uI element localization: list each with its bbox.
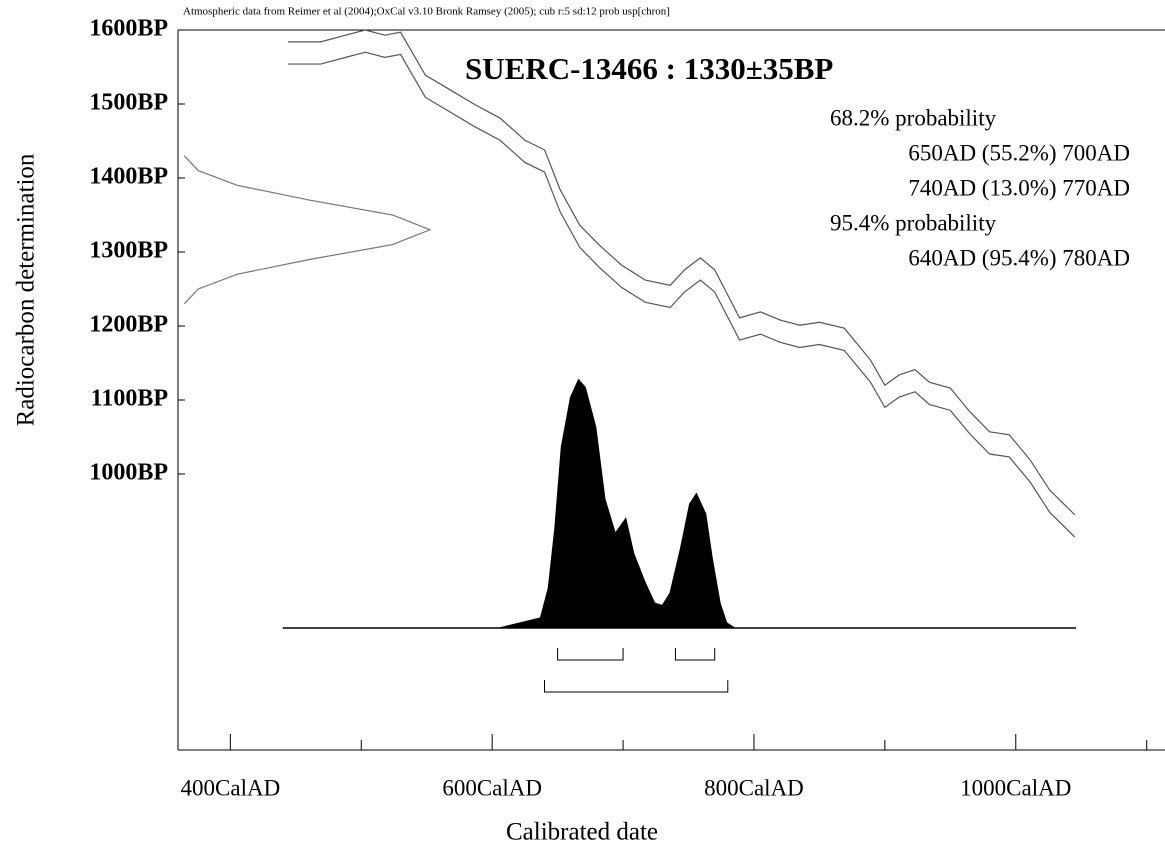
range-heading: 68.2% probability	[830, 105, 997, 130]
x-tick-label: 1000CalAD	[960, 775, 1071, 800]
range-text: 640AD (95.4%) 780AD	[908, 245, 1130, 270]
y-tick-label: 1600BP	[89, 16, 168, 42]
posterior-distribution	[282, 378, 1076, 629]
chart-note: Atmospheric data from Reimer et al (2004…	[183, 6, 670, 18]
calibration-curve	[287, 51, 1076, 538]
x-axis-label: Calibrated date	[506, 819, 658, 846]
y-tick-label: 1100BP	[91, 385, 168, 411]
y-tick-label: 1400BP	[89, 163, 168, 189]
y-tick-label: 1500BP	[89, 89, 168, 115]
range-text: 650AD (55.2%) 700AD	[908, 140, 1130, 165]
measurement-distribution	[183, 155, 432, 305]
x-tick-label: 400CalAD	[181, 775, 281, 800]
y-tick-label: 1300BP	[89, 237, 168, 263]
y-tick-label: 1000BP	[89, 459, 168, 485]
y-axis-label: Radiocarbon determination	[13, 153, 40, 426]
x-tick-label: 800CalAD	[704, 775, 804, 800]
range-text: 740AD (13.0%) 770AD	[908, 175, 1130, 200]
chart-title: SUERC-13466 : 1330±35BP	[465, 51, 833, 86]
range-bracket	[674, 648, 716, 661]
x-tick-label: 600CalAD	[442, 775, 542, 800]
y-tick-label: 1200BP	[89, 311, 168, 337]
calibration-curve	[287, 29, 1076, 516]
range-bracket	[544, 680, 729, 693]
range-heading: 95.4% probability	[830, 210, 997, 235]
range-bracket	[557, 648, 624, 661]
